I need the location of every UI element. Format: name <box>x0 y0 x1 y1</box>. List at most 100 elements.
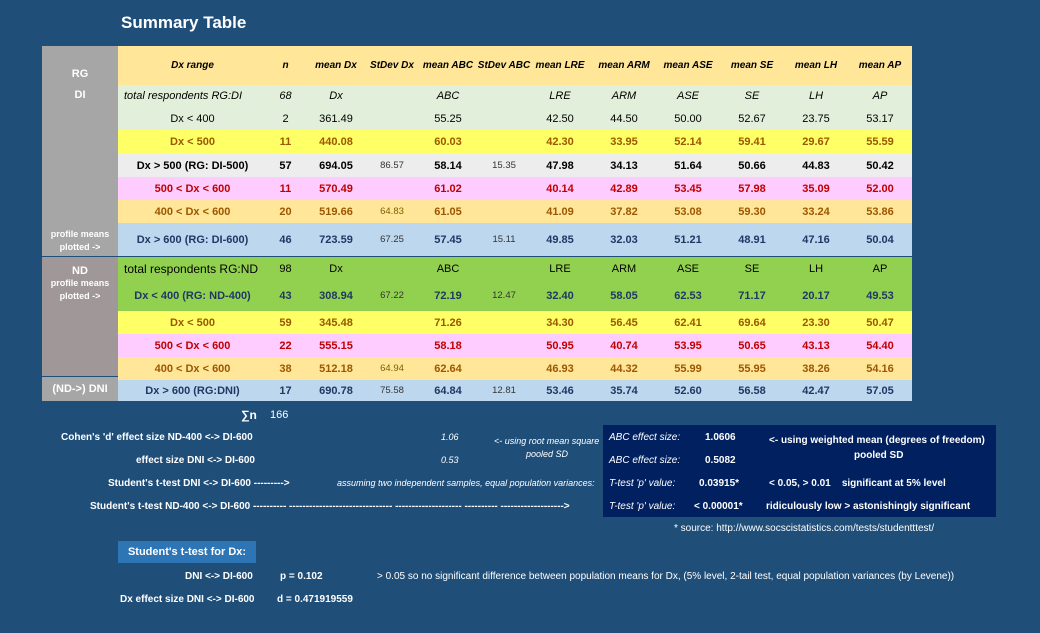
cell-mean-se: 50.66 <box>738 159 766 172</box>
cell-stdev-dx: 64.83 <box>380 206 404 217</box>
cell-stdev-abc <box>480 334 528 357</box>
table-header-row: Dx range n mean Dx StDev Dx mean ABC StDev AB… <box>118 46 912 85</box>
cell-mean-lh: LH <box>808 262 824 275</box>
header-n: n <box>282 60 289 71</box>
cell-mean-lh: 35.09 <box>802 182 830 195</box>
cell-mean-ap: 55.59 <box>866 136 894 148</box>
cell-stdev-dx <box>368 130 416 154</box>
table-row: Dx < 400 2 361.49 55.25 42.50 44.50 50.00 52.67… <box>118 107 912 130</box>
side-profile-1b: plotted -> <box>59 242 101 252</box>
cell-mean-arm: 42.89 <box>610 182 638 195</box>
cell-mean-lre: LRE <box>549 262 571 275</box>
abc-label: ABC effect size: <box>609 432 681 443</box>
dx-test-note: > 0.05 so no significant difference betw… <box>377 571 955 582</box>
cell-n: 38 <box>279 362 292 375</box>
cell-mean-ase: 55.99 <box>674 362 702 375</box>
effect-size-value: 0.53 <box>441 455 459 465</box>
cell-mean-abc: 58.18 <box>434 339 462 352</box>
cell-dx-range: total respondents RG:ND <box>124 261 259 276</box>
cohen-label: Cohen's 'd' effect size ND-400 <-> DI-60… <box>61 432 253 443</box>
header-mean-dx: mean Dx <box>315 60 357 71</box>
cell-mean-lh: 23.75 <box>802 112 830 125</box>
cell-mean-arm: 35.74 <box>610 384 638 397</box>
cell-mean-ap: 52.00 <box>866 182 894 195</box>
cell-mean-lre: LRE <box>549 90 571 102</box>
cohen-value: 1.06 <box>441 432 459 442</box>
source-note: * source: http://www.socscistatistics.co… <box>674 523 935 534</box>
cell-dx-range: Dx > 600 (RG:DNI) <box>145 384 240 397</box>
cell-mean-ap: 53.86 <box>866 205 894 218</box>
effect-size-label: effect size DNI <-> DI-600 <box>136 455 255 466</box>
table-row: Dx > 500 (RG: DI-500) 57 694.05 86.57 58.14 1… <box>118 154 912 177</box>
header-mean-abc: mean ABC <box>422 60 474 71</box>
cell-n: 43 <box>279 289 292 302</box>
side-nd: ND profile means plotted -> <box>42 257 118 376</box>
cell-mean-arm: 37.82 <box>610 205 638 218</box>
ttest1-note: assuming two independent samples, equal … <box>337 478 595 488</box>
cell-mean-dx: 690.78 <box>319 384 353 397</box>
cell-mean-lre: 41.09 <box>546 205 574 218</box>
header-mean-se: mean SE <box>730 60 774 71</box>
cell-mean-ase: 62.41 <box>674 316 702 329</box>
cell-n: 11 <box>279 182 292 195</box>
cell-n: 20 <box>279 205 292 218</box>
side-rg-di: RG DI <box>42 46 118 222</box>
cell-mean-se: 71.17 <box>738 289 766 302</box>
page-title: Summary Table <box>121 13 247 32</box>
table-row: total respondents RG:DI 68 Dx ABC LRE ARM ASE S… <box>118 85 912 107</box>
cell-stdev-abc: 12.47 <box>492 290 516 301</box>
side-profile-2a: profile means <box>50 278 110 288</box>
cell-dx-range: Dx > 500 (RG: DI-500) <box>136 159 249 172</box>
table-row: 400 < Dx < 600 38 512.18 64.94 62.64 46.93 44.… <box>118 357 912 380</box>
cell-mean-arm: 44.32 <box>610 362 638 375</box>
cell-n: 11 <box>279 136 292 148</box>
cell-dx-range: total respondents RG:DI <box>124 90 243 102</box>
cell-mean-lre: 42.50 <box>546 112 574 125</box>
cell-stdev-dx <box>368 107 416 130</box>
sum-n-value: 166 <box>270 409 289 421</box>
cell-mean-ap: 50.47 <box>866 316 894 329</box>
cell-stdev-abc <box>480 357 528 380</box>
cell-mean-ap: 57.05 <box>866 384 894 397</box>
cell-dx-range: 500 < Dx < 600 <box>154 182 231 195</box>
cell-mean-abc: 61.02 <box>434 182 462 195</box>
table-row: Dx < 500 11 440.08 60.03 42.30 33.95 52.14 59.4… <box>118 130 912 154</box>
cell-mean-arm: 44.50 <box>610 112 638 125</box>
cell-stdev-dx <box>368 257 416 280</box>
cell-stdev-dx <box>368 334 416 357</box>
header-mean-ap: mean AP <box>858 60 902 71</box>
cell-mean-arm: ARM <box>611 90 637 102</box>
cell-mean-ap: 54.40 <box>866 339 894 352</box>
cell-n: 59 <box>279 316 292 329</box>
cell-mean-abc: ABC <box>436 90 460 102</box>
cell-stdev-dx: 86.57 <box>380 160 404 171</box>
cell-mean-abc: 57.45 <box>434 233 462 246</box>
cell-mean-dx: 570.49 <box>319 182 353 195</box>
cohen-note-2: pooled SD <box>526 449 569 459</box>
header-mean-lh: mean LH <box>794 60 838 71</box>
cell-n: 2 <box>282 112 289 125</box>
cell-mean-abc: 55.25 <box>434 112 462 125</box>
cell-mean-dx: 512.18 <box>319 362 353 375</box>
cell-mean-dx: 519.66 <box>319 205 353 218</box>
cell-mean-lh: 42.47 <box>802 384 830 397</box>
stats-box: ABC effect size: 1.0606 <- using weighte… <box>603 425 996 517</box>
cell-mean-ap: 50.42 <box>866 159 894 172</box>
cell-stdev-abc <box>480 107 528 130</box>
cell-mean-se: 50.65 <box>738 339 766 352</box>
header-stdev-dx: StDev Dx <box>370 60 414 71</box>
cell-mean-lh: 20.17 <box>802 289 830 302</box>
cell-mean-ase: 50.00 <box>674 112 702 125</box>
cell-mean-arm: 40.74 <box>610 339 638 352</box>
cell-dx-range: 500 < Dx < 600 <box>154 339 231 352</box>
cell-stdev-abc: 15.35 <box>492 160 516 171</box>
abc-note-2: pooled SD <box>854 450 904 461</box>
cell-mean-abc: 58.14 <box>434 159 462 172</box>
cell-stdev-dx: 64.94 <box>380 363 404 374</box>
cell-mean-abc: 72.19 <box>434 289 462 302</box>
cell-mean-se: SE <box>744 262 760 275</box>
cell-mean-lh: 23.30 <box>802 316 830 329</box>
cell-dx-range: Dx < 400 (RG: ND-400) <box>134 289 251 302</box>
cell-mean-dx: Dx <box>329 90 343 102</box>
cell-mean-abc: 64.84 <box>434 384 462 397</box>
